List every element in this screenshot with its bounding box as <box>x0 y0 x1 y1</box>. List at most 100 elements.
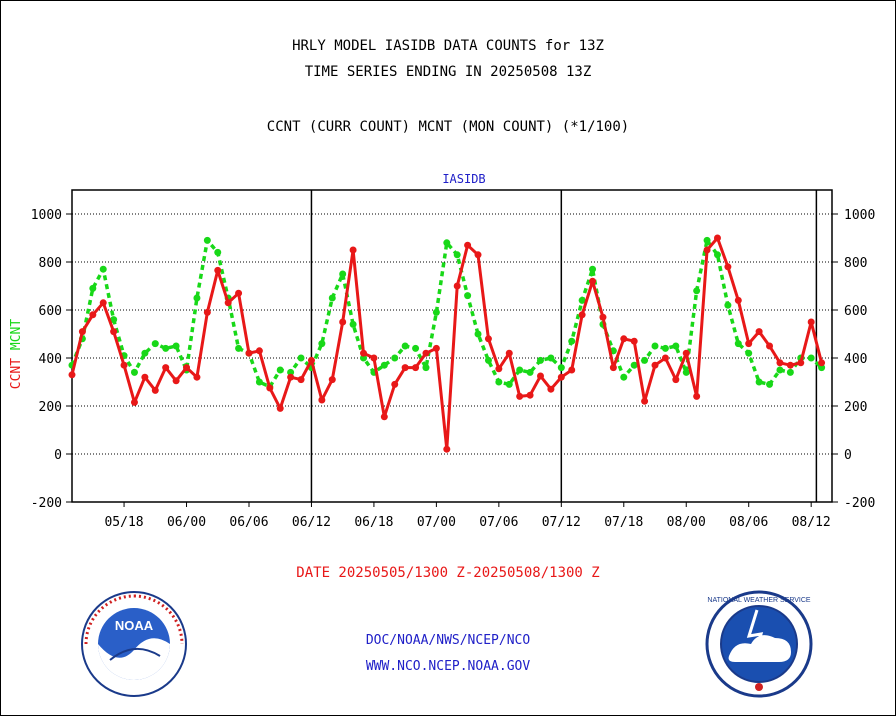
data-point-ccnt <box>172 377 180 385</box>
data-point-ccnt <box>110 328 118 336</box>
data-point-mcnt <box>589 265 597 273</box>
nco-website-link[interactable]: WWW.NCO.NCEP.NOAA.GOV <box>365 659 531 674</box>
chart-subtitle: CCNT (CURR COUNT) MCNT (MON COUNT) (*1/1… <box>266 119 630 135</box>
data-point-mcnt <box>89 284 97 292</box>
data-point-mcnt <box>99 265 107 273</box>
data-point-mcnt <box>360 354 368 362</box>
y-tick-label-left: -200 <box>31 496 62 511</box>
data-point-mcnt <box>766 380 774 388</box>
y-axis-label-ccnt: CCNT <box>9 358 24 389</box>
chart-title-line2: TIME SERIES ENDING IN 20250508 13Z <box>304 64 592 80</box>
data-point-mcnt <box>297 354 305 362</box>
data-point-ccnt <box>599 313 607 321</box>
x-tick-label: 06/00 <box>167 515 206 530</box>
y-tick-label-right: 0 <box>844 448 852 463</box>
data-point-mcnt <box>661 344 669 352</box>
data-point-ccnt <box>495 365 503 373</box>
data-point-ccnt <box>453 282 461 290</box>
data-point-mcnt <box>255 378 263 386</box>
x-tick-label: 07/18 <box>604 515 643 530</box>
data-point-ccnt <box>443 445 451 453</box>
y-tick-label-right: 200 <box>844 400 867 415</box>
data-point-mcnt <box>557 364 565 372</box>
y-tick-label-right: 1000 <box>844 208 875 223</box>
data-point-mcnt <box>516 366 524 374</box>
data-point-ccnt <box>193 373 201 381</box>
data-point-ccnt <box>276 404 284 412</box>
data-point-ccnt <box>203 308 211 316</box>
data-point-ccnt <box>641 397 649 405</box>
data-point-ccnt <box>297 376 305 384</box>
data-point-ccnt <box>412 364 420 372</box>
x-tick-label: 08/00 <box>667 515 706 530</box>
data-point-mcnt <box>141 349 149 357</box>
y-tick-label-left: 800 <box>39 256 62 271</box>
x-tick-label: 07/06 <box>479 515 518 530</box>
data-point-ccnt <box>78 328 86 336</box>
data-point-mcnt <box>193 294 201 302</box>
data-point-ccnt <box>630 337 638 345</box>
data-point-ccnt <box>130 398 138 406</box>
noaa-logo: NOAA <box>81 591 187 697</box>
plot-frame <box>71 189 833 503</box>
data-point-ccnt <box>287 373 295 381</box>
data-point-mcnt <box>672 342 680 350</box>
data-point-mcnt <box>151 340 159 348</box>
data-point-mcnt <box>807 354 815 362</box>
data-point-mcnt <box>349 320 357 328</box>
data-point-ccnt <box>432 344 440 352</box>
x-tick-label: 05/18 <box>104 515 143 530</box>
data-point-ccnt <box>651 361 659 369</box>
data-point-ccnt <box>214 266 222 274</box>
x-tick-label: 07/12 <box>542 515 581 530</box>
nws-logo: NATIONAL WEATHER SERVICE <box>705 590 813 698</box>
data-point-ccnt <box>797 359 805 367</box>
data-point-ccnt <box>807 318 815 326</box>
data-point-mcnt <box>422 364 430 372</box>
data-point-ccnt <box>703 246 711 254</box>
data-point-mcnt <box>682 368 690 376</box>
data-point-mcnt <box>401 342 409 350</box>
data-point-ccnt <box>734 296 742 304</box>
data-point-mcnt <box>620 373 628 381</box>
data-point-mcnt <box>453 251 461 259</box>
data-point-ccnt <box>266 384 274 392</box>
data-point-mcnt <box>651 342 659 350</box>
date-range-label: DATE 20250505/1300 Z-20250508/1300 Z <box>296 565 600 581</box>
x-tick-label: 06/12 <box>292 515 331 530</box>
data-point-ccnt <box>328 376 336 384</box>
data-point-ccnt <box>474 251 482 259</box>
data-point-mcnt <box>526 368 534 376</box>
data-point-ccnt <box>526 391 534 399</box>
y-tick-label-left: 1000 <box>31 208 62 223</box>
data-point-ccnt <box>349 246 357 254</box>
data-point-ccnt <box>68 371 76 379</box>
data-point-ccnt <box>255 347 263 355</box>
data-point-ccnt <box>682 349 690 357</box>
data-point-mcnt <box>391 354 399 362</box>
data-point-mcnt <box>724 301 732 309</box>
data-point-mcnt <box>734 340 742 348</box>
doc-noaa-link[interactable]: DOC/NOAA/NWS/NCEP/NCO <box>365 633 531 648</box>
x-tick-label: 08/06 <box>729 515 768 530</box>
data-point-ccnt <box>318 396 326 404</box>
data-point-ccnt <box>578 311 586 319</box>
y-tick-label-right: -200 <box>844 496 875 511</box>
data-point-ccnt <box>620 335 628 343</box>
data-point-ccnt <box>505 349 513 357</box>
data-point-ccnt <box>380 413 388 421</box>
data-point-ccnt <box>151 386 159 394</box>
data-point-mcnt <box>110 316 118 324</box>
data-point-ccnt <box>245 349 253 357</box>
data-point-mcnt <box>214 248 222 256</box>
data-point-ccnt <box>609 364 617 372</box>
data-point-mcnt <box>484 356 492 364</box>
data-point-mcnt <box>713 251 721 259</box>
data-point-mcnt <box>703 236 711 244</box>
data-point-mcnt <box>745 349 753 357</box>
x-tick-label: 07/00 <box>417 515 456 530</box>
data-point-mcnt <box>818 364 826 372</box>
data-point-ccnt <box>235 289 243 297</box>
y-axis-label-mcnt: MCNT <box>9 319 24 358</box>
